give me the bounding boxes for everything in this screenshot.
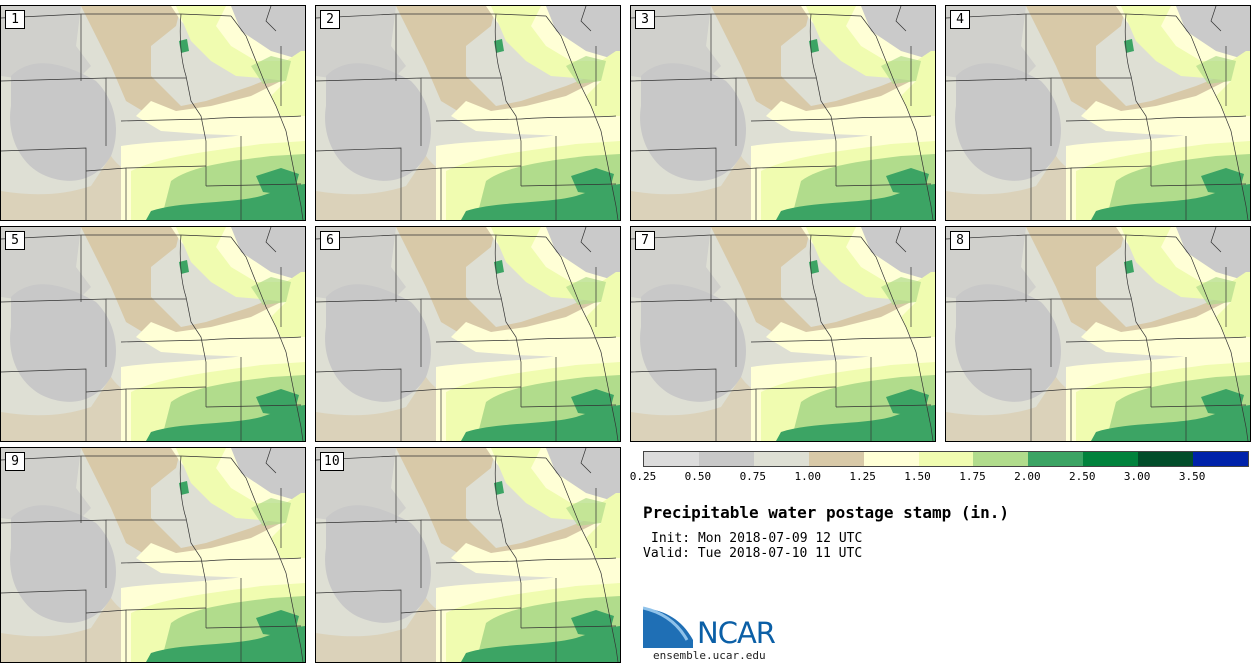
ensemble-member-panel: 4 bbox=[945, 5, 1251, 221]
ensemble-member-panel: 3 bbox=[630, 5, 936, 221]
legend-tick-label: 3.50 bbox=[1178, 470, 1206, 483]
ensemble-member-panel: 5 bbox=[0, 226, 306, 442]
chart-title: Precipitable water postage stamp (in.) bbox=[643, 503, 1010, 522]
legend-tick-label: 1.50 bbox=[904, 470, 931, 483]
legend-swatch bbox=[973, 452, 1029, 466]
legend-swatch bbox=[808, 452, 864, 466]
precipitable-water-map bbox=[316, 448, 620, 662]
member-number-label: 9 bbox=[5, 452, 25, 471]
legend-tick-label: 1.25 bbox=[849, 470, 876, 483]
ensemble-member-panel: 6 bbox=[315, 226, 621, 442]
member-number-label: 5 bbox=[5, 231, 25, 250]
member-number-label: 1 bbox=[5, 10, 25, 29]
precipitable-water-map bbox=[631, 227, 935, 441]
legend-tick-label: 1.00 bbox=[794, 470, 821, 483]
color-scale-bar bbox=[643, 451, 1249, 467]
ensemble-member-panel: 2 bbox=[315, 5, 621, 221]
precipitable-water-map bbox=[316, 6, 620, 220]
valid-time: Valid: Tue 2018-07-10 11 UTC bbox=[643, 546, 863, 561]
member-number-label: 6 bbox=[320, 231, 340, 250]
legend-tick-label: 0.75 bbox=[739, 470, 767, 483]
legend-swatch bbox=[698, 452, 754, 466]
precipitable-water-map bbox=[316, 227, 620, 441]
precipitable-water-map bbox=[946, 227, 1250, 441]
member-number-label: 10 bbox=[320, 452, 344, 471]
legend-tick-label: 2.00 bbox=[1014, 470, 1041, 483]
legend-swatch bbox=[863, 452, 919, 466]
precipitable-water-map bbox=[631, 6, 935, 220]
ncar-logo bbox=[643, 606, 693, 648]
legend-swatch bbox=[1193, 452, 1248, 466]
logo-name: NCAR bbox=[697, 616, 776, 650]
legend-tick-label: 0.50 bbox=[684, 470, 712, 483]
legend-swatch bbox=[918, 452, 974, 466]
legend-tick-label: 2.50 bbox=[1069, 470, 1096, 483]
member-number-label: 4 bbox=[950, 10, 970, 29]
legend-tick-label: 0.25 bbox=[629, 470, 657, 483]
legend-swatch bbox=[1028, 452, 1084, 466]
precipitable-water-map bbox=[1, 227, 305, 441]
logo-url: ensemble.ucar.edu bbox=[653, 649, 766, 662]
ensemble-member-panel: 7 bbox=[630, 226, 936, 442]
ensemble-member-panel: 1 bbox=[0, 5, 306, 221]
member-number-label: 2 bbox=[320, 10, 340, 29]
member-number-label: 7 bbox=[635, 231, 655, 250]
member-number-label: 8 bbox=[950, 231, 970, 250]
ensemble-member-panel: 8 bbox=[945, 226, 1251, 442]
ensemble-member-panel: 10 bbox=[315, 447, 621, 663]
legend-swatch bbox=[1138, 452, 1194, 466]
legend-tick-label: 3.00 bbox=[1123, 470, 1151, 483]
precipitable-water-map bbox=[946, 6, 1250, 220]
legend-swatch bbox=[1083, 452, 1139, 466]
ensemble-member-panel: 9 bbox=[0, 447, 306, 663]
member-number-label: 3 bbox=[635, 10, 655, 29]
legend-swatch bbox=[753, 452, 809, 466]
precipitable-water-map bbox=[1, 6, 305, 220]
init-time: Init: Mon 2018-07-09 12 UTC bbox=[651, 531, 863, 546]
legend-swatch bbox=[644, 452, 699, 466]
legend-tick-label: 1.75 bbox=[959, 470, 986, 483]
precipitable-water-map bbox=[1, 448, 305, 662]
